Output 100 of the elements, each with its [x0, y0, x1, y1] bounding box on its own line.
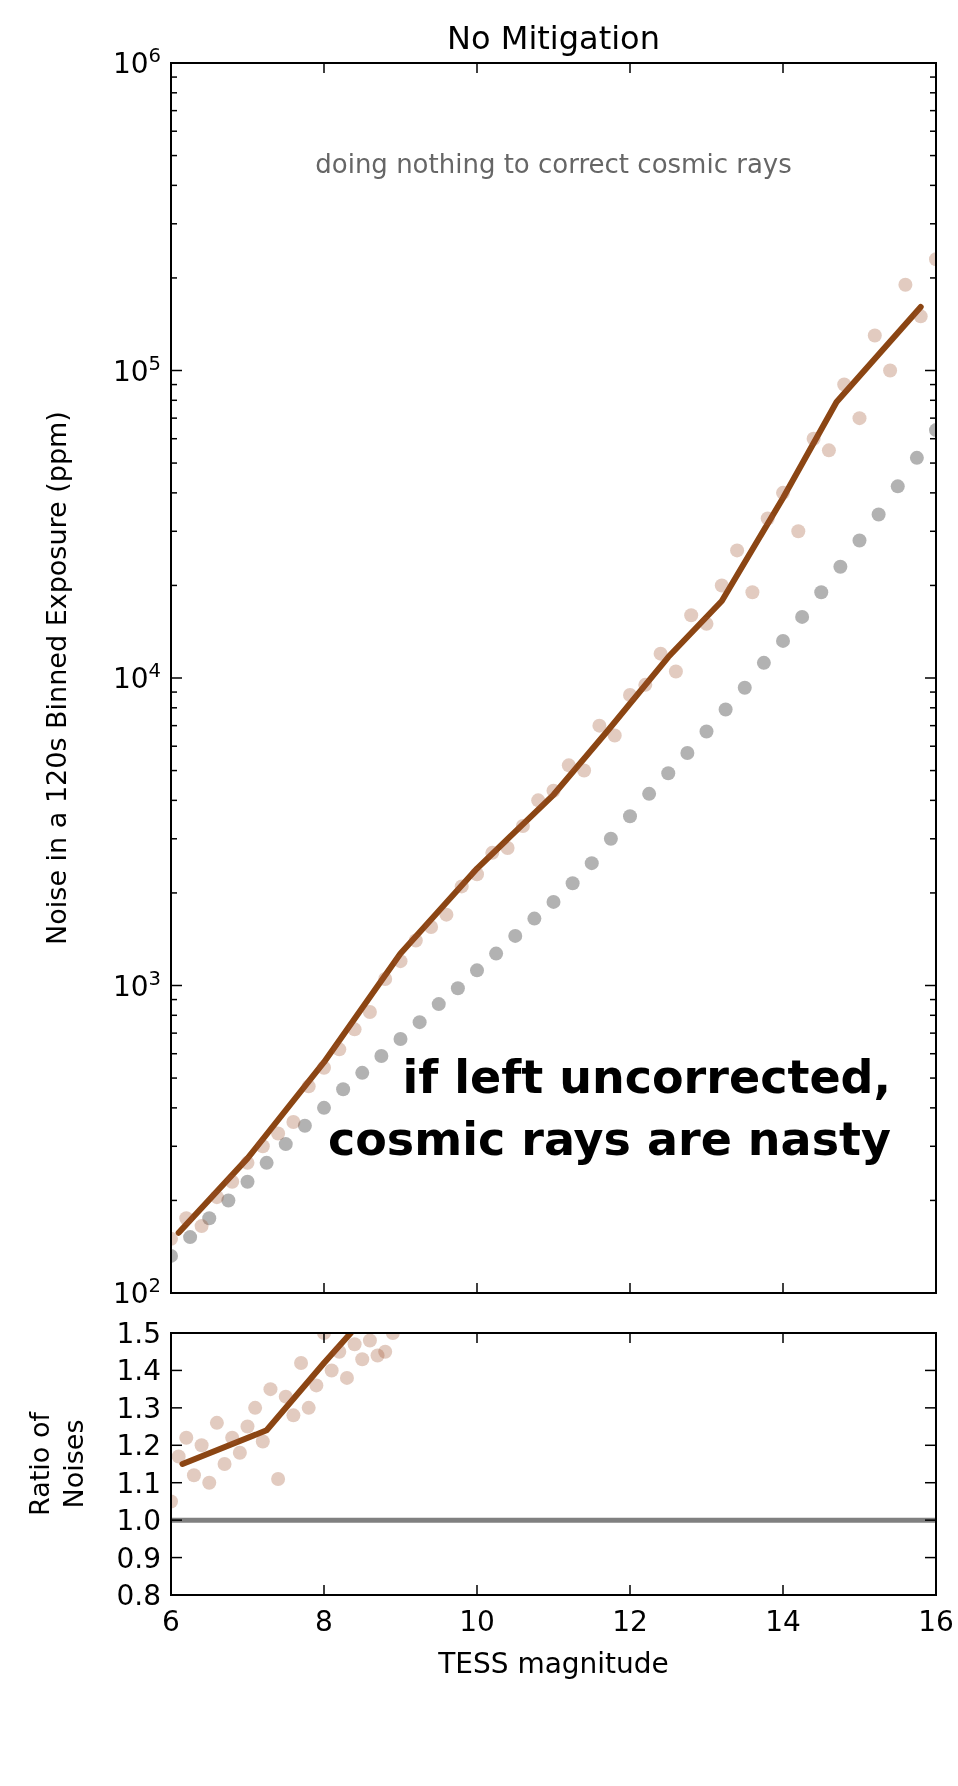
point — [852, 411, 867, 426]
point — [183, 1230, 198, 1245]
point — [278, 1389, 293, 1404]
point — [470, 867, 484, 882]
chart-title: No Mitigation — [447, 19, 660, 57]
point — [653, 646, 668, 661]
point — [378, 971, 393, 986]
x-tick-label: 10 — [459, 1605, 495, 1638]
point — [271, 1471, 286, 1486]
point — [336, 1082, 351, 1097]
x-tick-label: 8 — [315, 1605, 333, 1638]
point — [745, 585, 760, 600]
y-tick-label: 10$^{6}$ — [112, 43, 161, 80]
y-tick-label: 1.5 — [116, 1317, 161, 1350]
point — [756, 655, 771, 670]
point — [179, 1430, 194, 1445]
point — [286, 1408, 301, 1423]
point — [179, 1211, 194, 1226]
point — [408, 933, 423, 948]
point — [871, 507, 886, 522]
y-axis-title: Noise in a 120s Binned Exposure (ppm) — [41, 411, 72, 945]
point — [271, 1126, 286, 1141]
point — [339, 1370, 354, 1385]
point — [515, 819, 530, 834]
x-tick-label: 16 — [918, 1605, 954, 1638]
point — [317, 1060, 331, 1075]
point — [255, 1434, 270, 1449]
point — [240, 1419, 255, 1434]
point — [255, 1139, 270, 1154]
point — [638, 677, 653, 692]
point — [561, 758, 576, 773]
y-tick-label: 0.9 — [116, 1541, 161, 1575]
point — [450, 981, 465, 996]
point — [795, 609, 810, 624]
point — [699, 724, 714, 739]
point — [883, 363, 898, 378]
point — [393, 1031, 408, 1046]
point — [699, 616, 714, 631]
point — [714, 578, 729, 593]
point — [439, 907, 454, 922]
point — [393, 954, 408, 969]
point — [225, 1430, 240, 1445]
point — [898, 277, 913, 292]
point — [378, 1344, 393, 1359]
point — [454, 879, 469, 894]
point — [603, 831, 618, 846]
point — [221, 1193, 236, 1208]
point — [760, 511, 775, 526]
point — [489, 946, 504, 961]
annotation: if left uncorrected, cosmic rays are nasty — [327, 1050, 891, 1166]
point — [278, 1137, 293, 1152]
point — [867, 328, 882, 343]
point — [776, 633, 790, 648]
point — [194, 1219, 209, 1234]
point — [347, 1337, 362, 1352]
y-tick-label: 1.3 — [116, 1391, 161, 1425]
point — [301, 1079, 316, 1094]
y-tick-label: 10$^{5}$ — [112, 351, 161, 388]
point — [730, 543, 745, 558]
point — [355, 1065, 370, 1080]
point — [527, 911, 542, 926]
point — [531, 793, 546, 808]
point — [362, 1333, 377, 1348]
point — [500, 841, 515, 855]
point — [508, 928, 523, 943]
point — [324, 1363, 339, 1378]
point — [485, 845, 500, 860]
point — [248, 1400, 263, 1415]
point — [232, 1445, 247, 1460]
point — [294, 1355, 309, 1370]
point — [202, 1475, 217, 1490]
point — [332, 1344, 347, 1359]
point — [546, 894, 561, 909]
point — [263, 1382, 278, 1397]
x-tick-label: 6 — [162, 1605, 180, 1638]
point — [913, 309, 928, 324]
y-tick-label: 1.2 — [116, 1429, 161, 1463]
point — [668, 664, 683, 679]
point — [684, 608, 699, 623]
point — [837, 377, 852, 392]
point — [791, 524, 806, 539]
point — [355, 1352, 370, 1367]
point — [347, 1022, 362, 1037]
point — [909, 450, 924, 465]
point — [209, 1415, 224, 1430]
x-tick-label: 14 — [765, 1605, 801, 1638]
point — [607, 728, 622, 743]
point — [362, 1005, 377, 1019]
point — [470, 963, 484, 978]
point — [217, 1457, 232, 1471]
point — [737, 680, 752, 695]
point — [821, 443, 836, 458]
x-axis-title: TESS magnitude — [437, 1647, 669, 1680]
y-tick-label: 1.4 — [116, 1354, 161, 1388]
point — [661, 766, 676, 781]
point — [297, 1118, 312, 1133]
point — [565, 876, 580, 891]
point — [317, 1100, 331, 1115]
point — [680, 746, 695, 761]
point — [623, 809, 637, 824]
